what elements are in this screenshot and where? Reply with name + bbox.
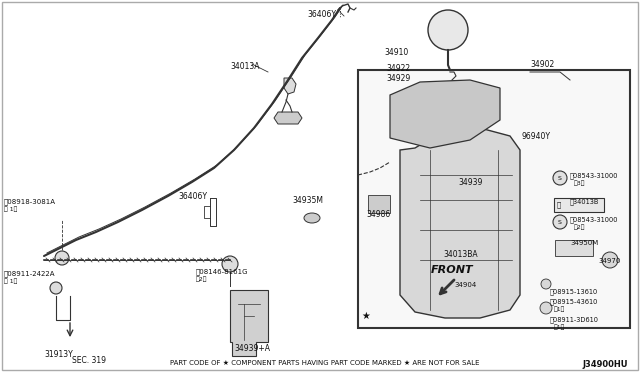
Bar: [358, 70, 630, 328]
FancyBboxPatch shape: [454, 180, 506, 212]
Text: 34939+A: 34939+A: [234, 344, 270, 353]
Text: （1）: （1）: [554, 306, 565, 312]
Polygon shape: [400, 128, 520, 318]
Text: 36406Y: 36406Y: [178, 192, 207, 201]
Text: （ 1）: （ 1）: [4, 278, 17, 283]
Circle shape: [55, 251, 69, 265]
Text: ⓝ08911-3D610: ⓝ08911-3D610: [550, 316, 599, 323]
Circle shape: [484, 302, 496, 314]
Circle shape: [540, 302, 552, 314]
Text: 96940Y: 96940Y: [522, 132, 551, 141]
Text: Ⓒ34013B: Ⓒ34013B: [570, 198, 600, 205]
Text: 34013BA: 34013BA: [443, 250, 477, 259]
Circle shape: [424, 302, 436, 314]
Polygon shape: [274, 112, 302, 124]
Text: 34950M: 34950M: [570, 240, 598, 246]
Text: （2）: （2）: [574, 224, 586, 230]
Circle shape: [602, 252, 618, 268]
Bar: [435, 284, 495, 304]
Text: SEC. 319: SEC. 319: [72, 356, 106, 365]
Text: 34902: 34902: [530, 60, 554, 69]
Circle shape: [447, 81, 457, 91]
Text: ⓕ08915-43610: ⓕ08915-43610: [550, 298, 598, 305]
Bar: [368, 195, 390, 213]
Text: （1）: （1）: [554, 324, 565, 330]
Polygon shape: [230, 290, 268, 356]
Text: 34904: 34904: [454, 282, 476, 288]
Text: 34986: 34986: [366, 210, 390, 219]
Text: Ⓒ08146-8161G: Ⓒ08146-8161G: [196, 268, 248, 275]
Text: 36406Y: 36406Y: [307, 10, 336, 19]
Text: 34929: 34929: [386, 74, 410, 83]
Text: ⛋: ⛋: [557, 202, 561, 208]
Polygon shape: [284, 78, 296, 94]
Circle shape: [553, 171, 567, 185]
Text: 31913Y: 31913Y: [44, 350, 73, 359]
Text: （2）: （2）: [196, 276, 207, 282]
Circle shape: [553, 215, 567, 229]
Polygon shape: [390, 80, 500, 148]
Circle shape: [50, 282, 62, 294]
Text: （3）: （3）: [574, 180, 586, 186]
Circle shape: [428, 10, 468, 50]
Text: 34935M: 34935M: [292, 196, 323, 205]
Circle shape: [430, 228, 450, 248]
Text: 34970: 34970: [598, 258, 620, 264]
Text: PART CODE OF ★ COMPONENT PARTS HAVING PART CODE MARKED ★ ARE NOT FOR SALE: PART CODE OF ★ COMPONENT PARTS HAVING PA…: [170, 360, 479, 366]
Text: 34922: 34922: [386, 64, 410, 73]
Text: J34900HU: J34900HU: [582, 360, 628, 369]
Bar: [555, 240, 593, 256]
Text: FRONT: FRONT: [431, 265, 474, 275]
Ellipse shape: [304, 213, 320, 223]
Circle shape: [541, 279, 551, 289]
Text: Ⓝ08543-31000: Ⓝ08543-31000: [570, 216, 618, 222]
Text: 34910: 34910: [384, 48, 408, 57]
Text: ★: ★: [362, 311, 371, 321]
Text: ⓕ08915-13610: ⓕ08915-13610: [550, 288, 598, 295]
Bar: [554, 198, 604, 212]
Text: 34013A: 34013A: [230, 62, 259, 71]
Circle shape: [222, 256, 238, 272]
Text: S: S: [558, 176, 562, 180]
Text: 34939: 34939: [458, 178, 483, 187]
Text: S: S: [558, 219, 562, 224]
Text: ⓝ08911-2422A: ⓝ08911-2422A: [4, 270, 56, 277]
Text: Ⓝ08543-31000: Ⓝ08543-31000: [570, 172, 618, 179]
Text: ⓝ08918-3081A: ⓝ08918-3081A: [4, 198, 56, 205]
Text: （ 1）: （ 1）: [4, 206, 17, 212]
